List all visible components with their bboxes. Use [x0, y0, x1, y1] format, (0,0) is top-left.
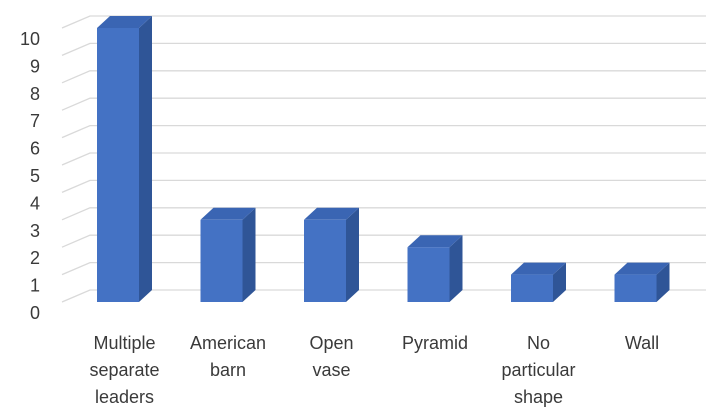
x-tick-label: No particular shape	[501, 333, 575, 407]
y-tick-label: 7	[30, 111, 40, 131]
gridline	[62, 290, 706, 302]
y-tick-label: 4	[30, 193, 40, 213]
gridline	[62, 180, 706, 192]
bar	[97, 16, 152, 302]
gridline	[62, 126, 706, 138]
bar-side	[346, 208, 359, 302]
y-tick-label: 2	[30, 248, 40, 268]
y-tick-label: 10	[20, 29, 40, 49]
y-tick-label: 3	[30, 221, 40, 241]
gridline	[62, 235, 706, 247]
bar	[408, 235, 463, 302]
y-tick-label: 0	[30, 303, 40, 323]
bar-front	[511, 275, 553, 302]
x-tick-label: Open vase	[309, 333, 353, 380]
gridline	[62, 263, 706, 275]
bar-front	[97, 28, 139, 302]
gridline	[62, 71, 706, 83]
bar	[511, 263, 566, 302]
bar-front	[408, 247, 450, 302]
x-tick-label: Wall	[625, 333, 659, 353]
bar-front	[201, 220, 243, 302]
gridline	[62, 16, 706, 28]
y-tick-label: 8	[30, 84, 40, 104]
y-tick-label: 1	[30, 276, 40, 296]
x-tick-label: Pyramid	[402, 333, 468, 353]
gridline	[62, 208, 706, 220]
x-tick-label: Multiple separate leaders	[89, 333, 159, 407]
bar-front	[615, 275, 657, 302]
gridline	[62, 153, 706, 165]
bar-front	[304, 220, 346, 302]
y-axis: 0 1 2 3 4 5 6 7 8 9 10	[20, 29, 40, 323]
x-axis: Multiple separate leaders American barn Open v…	[89, 333, 659, 407]
y-tick-label: 5	[30, 166, 40, 186]
bar	[304, 208, 359, 302]
gridline	[62, 43, 706, 55]
bar-side	[243, 208, 256, 302]
y-tick-label: 6	[30, 139, 40, 159]
bar-side	[139, 16, 152, 302]
gridline	[62, 98, 706, 110]
bars	[97, 16, 670, 302]
bar	[201, 208, 256, 302]
x-tick-label: American barn	[190, 333, 266, 380]
grid-lines	[62, 16, 706, 302]
y-tick-label: 9	[30, 56, 40, 76]
bar	[615, 263, 670, 302]
